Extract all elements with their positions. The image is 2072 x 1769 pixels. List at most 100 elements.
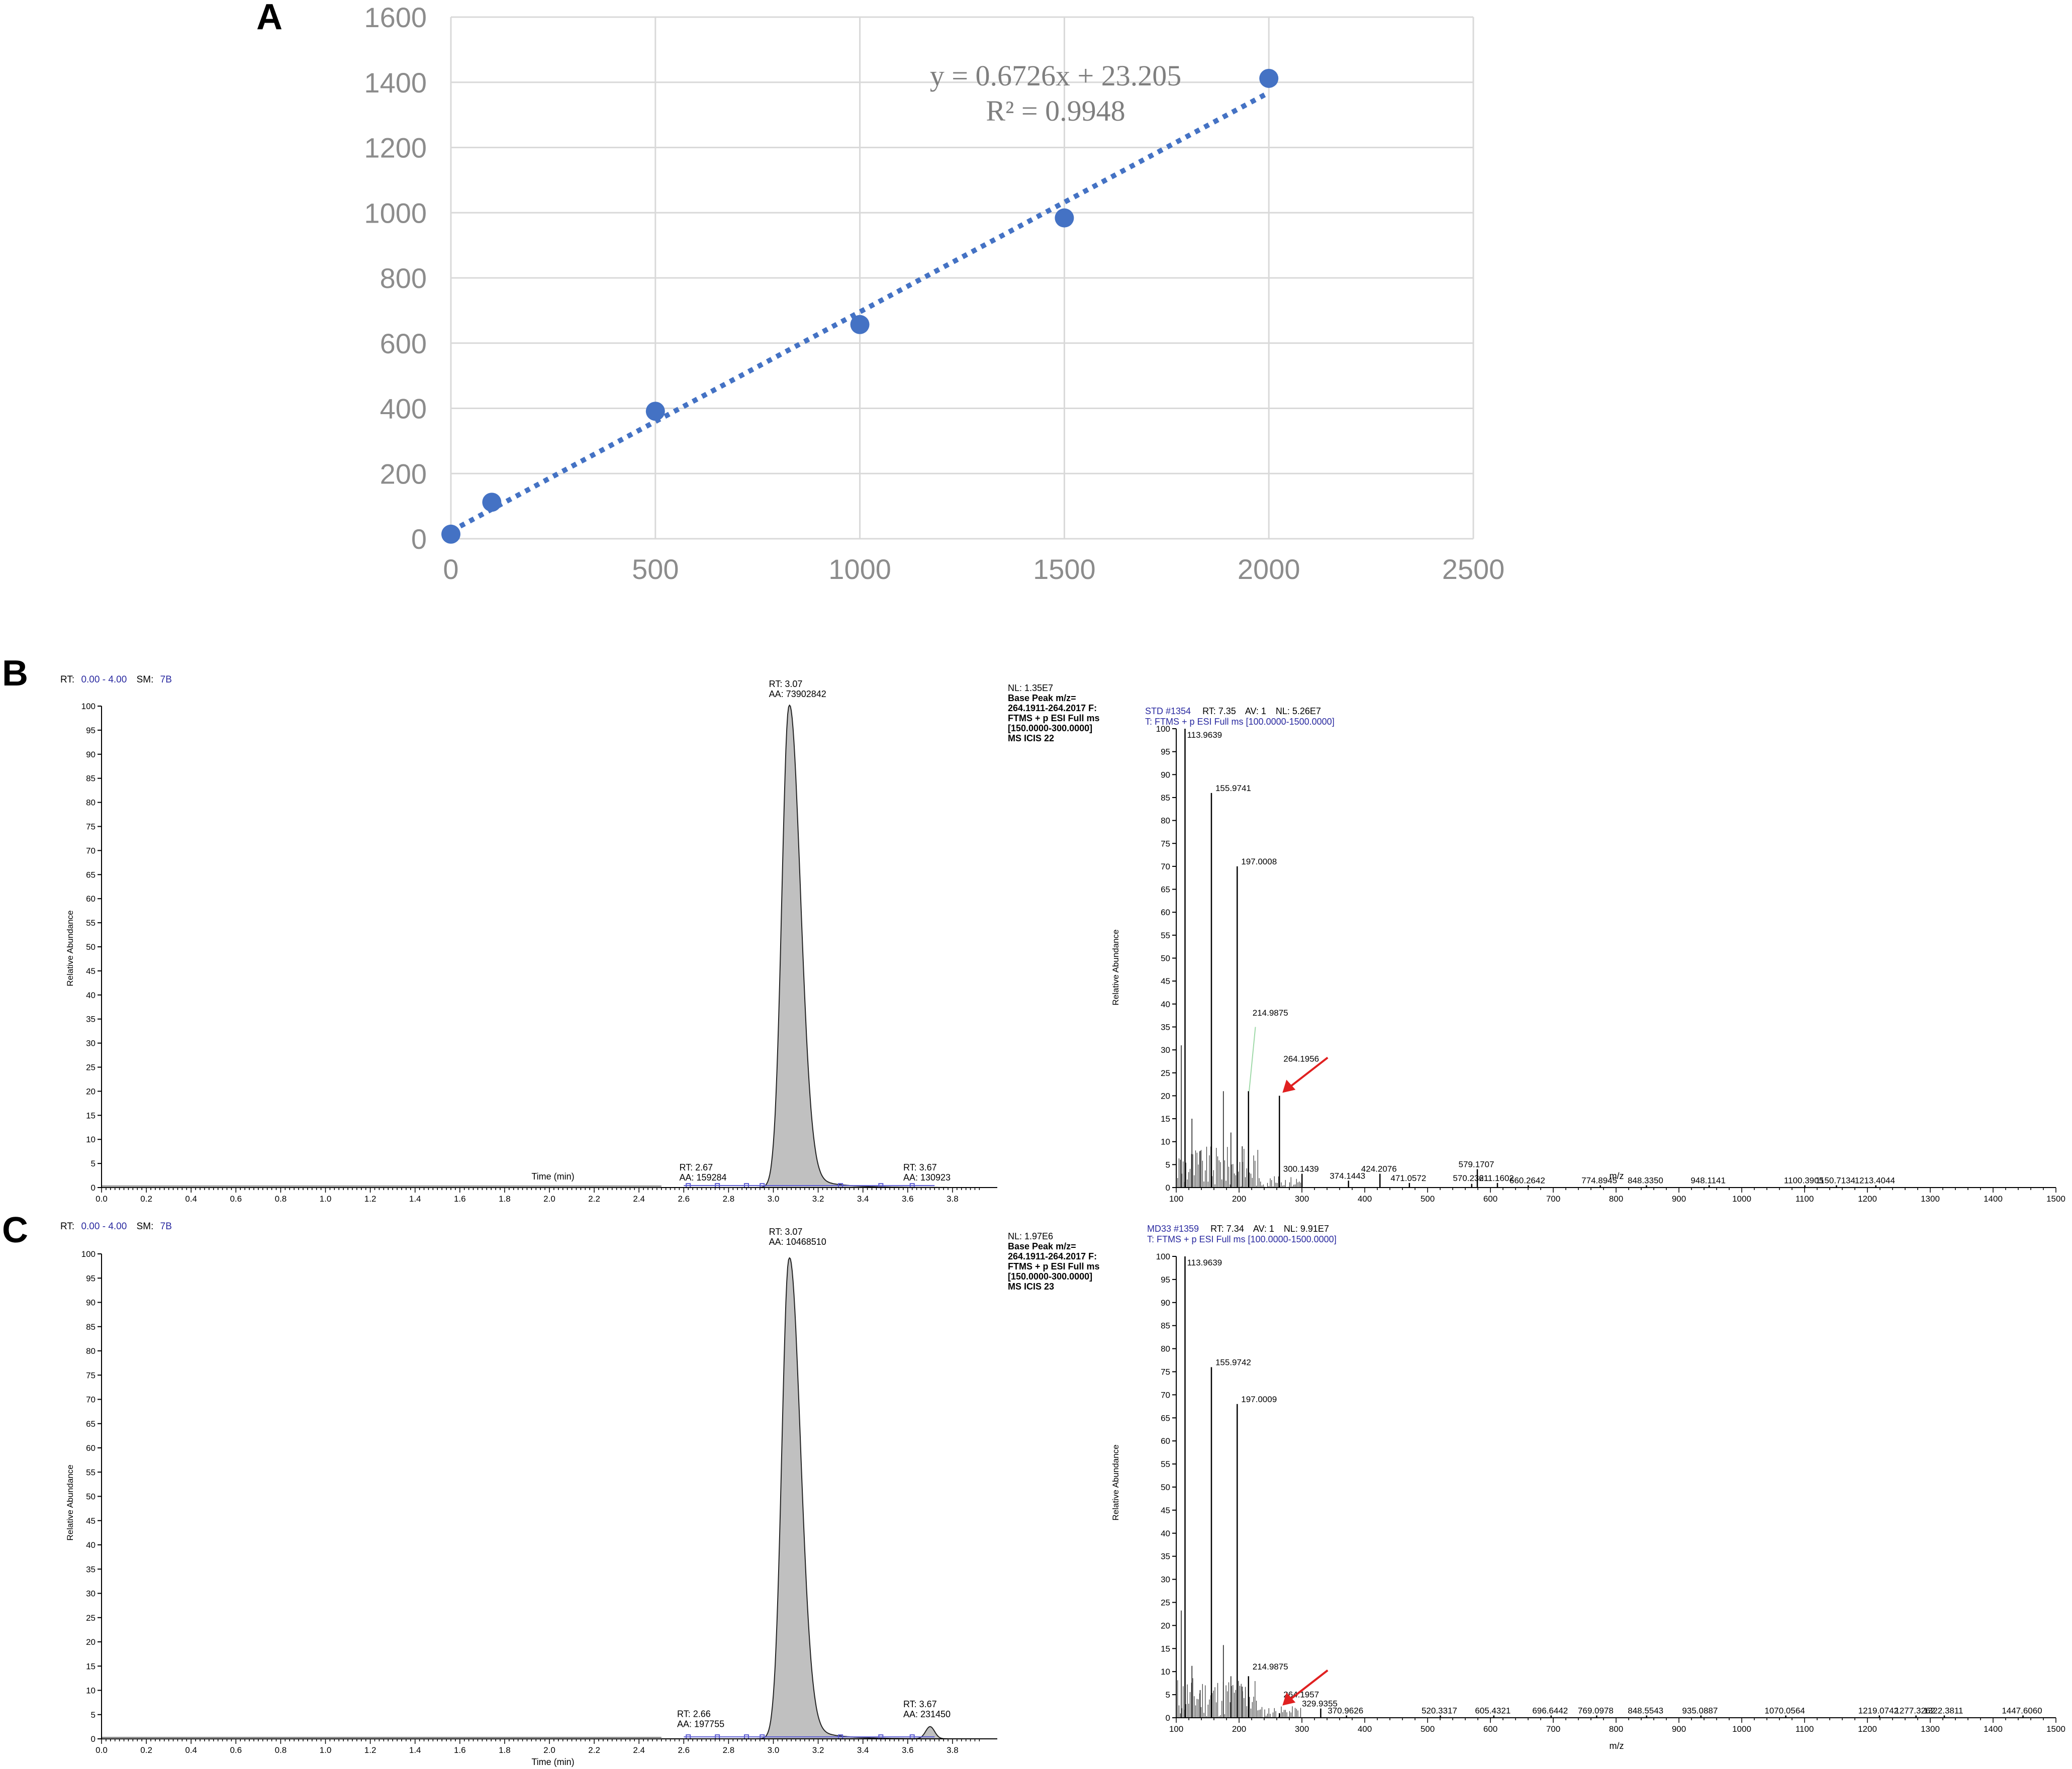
spec-header: STD #1354 RT: 7.35 AV: 1 NL: 5.26E7 xyxy=(1145,706,1321,716)
peak-mz-label: 579.1707 xyxy=(1459,1159,1494,1169)
y-tick-label: 40 xyxy=(86,1540,96,1550)
y-axis-label: Relative Abundance xyxy=(65,910,75,986)
y-axis-label: Relative Abundance xyxy=(1111,1444,1120,1520)
chromatogram-c: RT: 0.00 - 4.00 SM: 7B NL: 1.97E6 Base P… xyxy=(60,1221,1100,1767)
y-tick-label: 70 xyxy=(1161,862,1170,871)
scan-id: MD33 #1359 xyxy=(1147,1224,1199,1234)
peak-area-label: AA: 197755 xyxy=(677,1719,724,1729)
y-tick-label: 10 xyxy=(1161,1137,1170,1147)
y-tick-label: 400 xyxy=(380,393,427,425)
y-tick-label: 35 xyxy=(1161,1552,1170,1561)
x-tick-label: 0.8 xyxy=(275,1745,287,1755)
y-tick-label: 45 xyxy=(86,966,96,976)
x-tick-label: 0 xyxy=(443,553,458,585)
x-tick-label: 1200 xyxy=(1858,1724,1877,1734)
x-tick-label: 1500 xyxy=(1033,553,1096,585)
peak-area-label: AA: 159284 xyxy=(679,1172,726,1183)
mass-spectrum-b: STD #1354 RT: 7.35 AV: 1 NL: 5.26E7 T: F… xyxy=(1111,706,2065,1204)
peak-mz-label: 1213.4044 xyxy=(1855,1175,1895,1185)
x-tick-label: 1500 xyxy=(2046,1724,2065,1734)
y-tick-label: 90 xyxy=(1161,1298,1170,1308)
chrom-info: NL: 1.97E6 Base Peak m/z= 264.1911-264.2… xyxy=(1008,1231,1100,1292)
peak-mz-label: 696.6442 xyxy=(1532,1706,1568,1715)
y-tick-label: 85 xyxy=(1161,1321,1170,1331)
x-tick-labels: 0 500 1000 1500 2000 2500 xyxy=(443,553,1504,585)
y-tick-label: 30 xyxy=(86,1589,96,1599)
info-line: 264.1911-264.2017 F: xyxy=(1008,703,1097,713)
x-axis-label: m/z xyxy=(1610,1171,1624,1181)
x-tick-label: 2.2 xyxy=(588,1745,600,1755)
arrow-head xyxy=(1282,1692,1296,1706)
spec-header: MD33 #1359 RT: 7.34 AV: 1 NL: 9.91E7 xyxy=(1147,1224,1329,1234)
y-tick-label: 0 xyxy=(91,1183,96,1193)
x-tick-label: 3.4 xyxy=(857,1745,869,1755)
y-tick-label: 5 xyxy=(91,1159,96,1168)
peak-rt-label: RT: 3.07 xyxy=(769,679,803,689)
label-leader xyxy=(1249,1027,1256,1092)
x-tick-label: 2000 xyxy=(1238,553,1300,585)
x-tick-label: 200 xyxy=(1232,1724,1246,1734)
sm-value: 7B xyxy=(160,1221,172,1232)
y-tick-label: 95 xyxy=(86,726,96,735)
sm-label: SM: xyxy=(137,1221,154,1232)
x-tick-label: 100 xyxy=(1169,1724,1183,1734)
y-tick-labels: 0 200 400 600 800 1000 1200 1400 1600 xyxy=(364,2,427,555)
x-tick-label: 0.2 xyxy=(140,1745,152,1755)
x-tick-label: 500 xyxy=(1421,1724,1435,1734)
y-tick-label: 85 xyxy=(86,774,96,783)
x-tick-label: 300 xyxy=(1295,1194,1309,1204)
y-tick-label: 20 xyxy=(86,1637,96,1647)
x-tick-label: 0.0 xyxy=(96,1194,108,1204)
x-tick-label: 3.2 xyxy=(812,1745,824,1755)
y-tick-label: 65 xyxy=(1161,1413,1170,1423)
x-axis-label: Time (min) xyxy=(531,1171,574,1182)
peak-mz-label: 611.1602 xyxy=(1479,1173,1514,1183)
y-tick-label: 1200 xyxy=(364,132,427,164)
scan-av: AV: 1 xyxy=(1245,706,1266,716)
y-tick-label: 800 xyxy=(380,262,427,294)
plot-area: 0 5 10 15 20 25 30 35 40 45 50 55 60 65 70 75 80 85 90 95 10… xyxy=(81,679,997,1204)
x-tick-label: 3.8 xyxy=(947,1194,959,1204)
y-tick-label: 100 xyxy=(1156,724,1170,734)
peak-mz-label: 374.1443 xyxy=(1330,1171,1365,1181)
x-tick-label: 1.6 xyxy=(454,1745,466,1755)
peak-mz-label: 848.3350 xyxy=(1628,1175,1663,1185)
rt-range: 0.00 - 4.00 xyxy=(81,1221,127,1232)
x-tick-label: 2.6 xyxy=(678,1745,690,1755)
rt-label: RT: xyxy=(60,674,74,685)
y-tick-label: 5 xyxy=(91,1710,96,1720)
x-tick-label: 0.6 xyxy=(230,1194,242,1204)
y-tick-label: 5 xyxy=(1166,1160,1170,1169)
panel-label-c: C xyxy=(2,1210,28,1250)
peak-area-label: AA: 130923 xyxy=(903,1172,951,1183)
x-tick-label: 400 xyxy=(1358,1724,1372,1734)
y-tick-label: 100 xyxy=(81,702,96,711)
x-tick-label: 200 xyxy=(1232,1194,1246,1204)
y-tick-label: 100 xyxy=(1156,1252,1170,1261)
peak-mz-label: 948.1141 xyxy=(1690,1175,1726,1185)
x-tick-label: 300 xyxy=(1295,1724,1309,1734)
plot-area: 0 5 10 15 20 25 30 35 40 45 50 55 60 65 70 75 80 85 90 95 10… xyxy=(1156,1252,2065,1734)
x-tick-label: 1500 xyxy=(2046,1194,2065,1204)
y-tick-label: 40 xyxy=(1161,1529,1170,1538)
x-tick-label: 1300 xyxy=(1921,1724,1940,1734)
plot-area: 0 5 10 15 20 25 30 35 40 45 50 55 60 65 70 75 80 85 90 95 10… xyxy=(1156,724,2065,1204)
y-tick-label: 90 xyxy=(1161,770,1170,779)
y-tick-label: 15 xyxy=(1161,1114,1170,1124)
y-tick-label: 35 xyxy=(1161,1022,1170,1032)
y-tick-label: 40 xyxy=(86,991,96,1000)
peak-area-label: AA: 10468510 xyxy=(769,1237,826,1247)
y-tick-label: 30 xyxy=(1161,1045,1170,1055)
x-tick-label: 0.2 xyxy=(140,1194,152,1204)
y-tick-label: 50 xyxy=(1161,954,1170,963)
x-tick-label: 2.6 xyxy=(678,1194,690,1204)
info-line: [150.0000-300.0000] xyxy=(1008,723,1092,733)
y-tick-label: 65 xyxy=(86,1419,96,1429)
x-tick-label: 2.8 xyxy=(723,1194,735,1204)
y-tick-label: 80 xyxy=(86,1346,96,1356)
y-tick-label: 55 xyxy=(86,918,96,928)
y-tick-label: 50 xyxy=(86,1492,96,1502)
x-tick-label: 1400 xyxy=(1984,1194,2003,1204)
y-tick-label: 65 xyxy=(1161,885,1170,895)
info-line: FTMS + p ESI Full ms xyxy=(1008,713,1100,723)
